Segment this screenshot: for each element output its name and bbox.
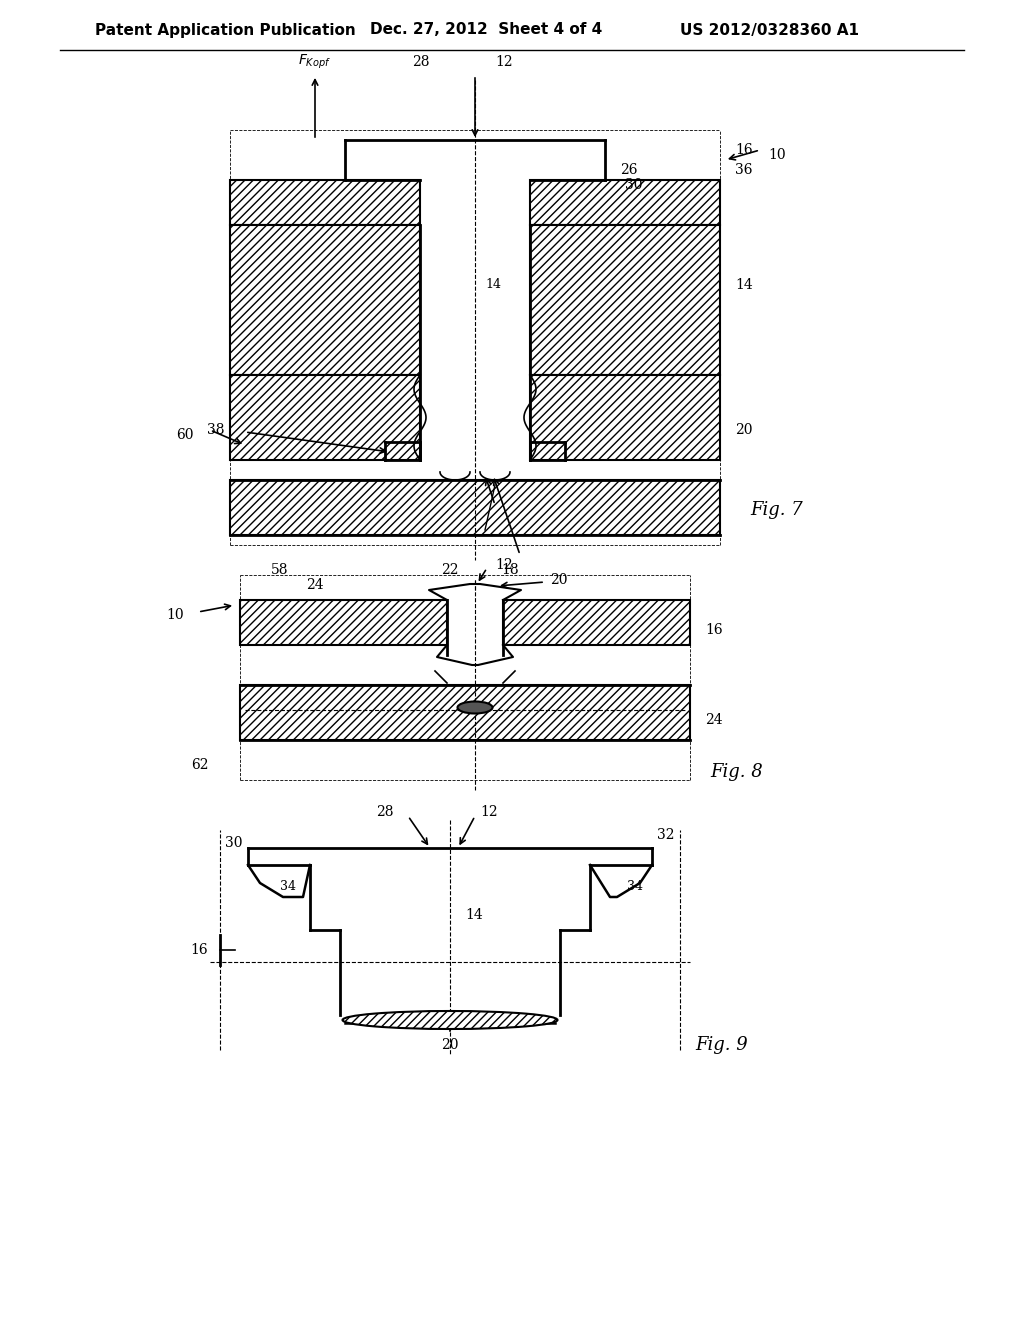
Ellipse shape [342, 1011, 557, 1030]
Text: 16: 16 [735, 143, 753, 157]
Text: 30: 30 [225, 836, 243, 850]
Text: 22: 22 [441, 564, 459, 577]
Text: $F_{Kopf}$: $F_{Kopf}$ [298, 53, 332, 71]
Text: 36: 36 [735, 162, 753, 177]
Text: 62: 62 [191, 758, 209, 772]
Text: 20: 20 [441, 1038, 459, 1052]
Text: 12: 12 [480, 805, 498, 818]
Text: US 2012/0328360 A1: US 2012/0328360 A1 [680, 22, 859, 37]
Bar [230, 375, 420, 459]
Bar [230, 224, 420, 375]
Text: 18: 18 [501, 564, 519, 577]
Bar [240, 601, 447, 645]
Text: 12: 12 [495, 55, 513, 69]
Bar [503, 601, 690, 645]
Text: 16: 16 [190, 942, 208, 957]
Text: 38: 38 [208, 422, 225, 437]
Ellipse shape [458, 701, 493, 714]
Text: 20: 20 [550, 573, 567, 587]
Text: 26: 26 [620, 162, 638, 177]
Text: Fig. 9: Fig. 9 [695, 1036, 748, 1053]
Text: 16: 16 [705, 623, 723, 638]
Text: 14: 14 [485, 279, 501, 292]
Bar [530, 224, 720, 375]
Text: 32: 32 [657, 828, 675, 842]
Text: 12: 12 [495, 558, 513, 572]
Text: 30: 30 [625, 178, 642, 191]
Text: 58: 58 [271, 564, 289, 577]
Text: Fig. 7: Fig. 7 [750, 502, 803, 519]
Text: 34: 34 [627, 880, 643, 894]
Text: 34: 34 [280, 880, 296, 894]
Text: 28: 28 [376, 805, 394, 818]
Bar [230, 480, 720, 535]
Text: 14: 14 [465, 908, 482, 921]
Text: Patent Application Publication: Patent Application Publication [95, 22, 355, 37]
Text: Dec. 27, 2012  Sheet 4 of 4: Dec. 27, 2012 Sheet 4 of 4 [370, 22, 602, 37]
Text: 28: 28 [413, 55, 430, 69]
Text: 24: 24 [306, 578, 324, 591]
Text: 10: 10 [768, 148, 785, 162]
Text: 14: 14 [735, 279, 753, 292]
Bar [530, 180, 720, 224]
Text: 24: 24 [705, 713, 723, 727]
Text: 20: 20 [735, 422, 753, 437]
Bar [240, 685, 690, 741]
Bar [230, 180, 420, 224]
Text: 10: 10 [166, 609, 184, 622]
Text: Fig. 8: Fig. 8 [710, 763, 763, 781]
Bar [530, 375, 720, 459]
Text: 60: 60 [176, 428, 194, 442]
